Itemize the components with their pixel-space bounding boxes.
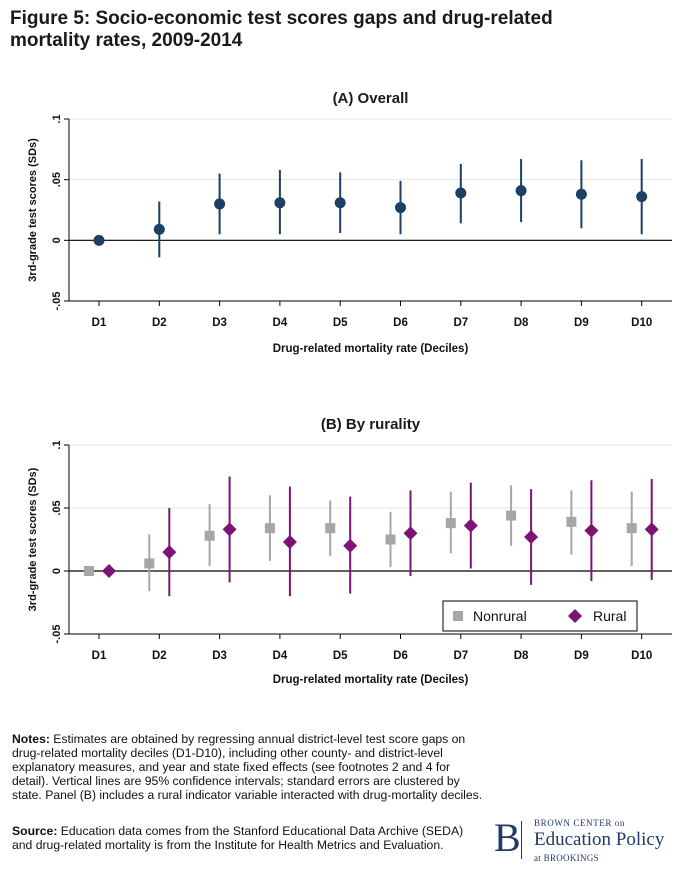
y-axis-label: 3rd-grade test scores (SDs) — [27, 467, 39, 611]
logo-line2: Education Policy — [534, 829, 665, 850]
data-point — [445, 518, 456, 529]
data-point — [506, 510, 517, 521]
x-tick-label: D5 — [333, 317, 348, 329]
data-point — [84, 566, 94, 576]
legend-box — [442, 600, 638, 632]
x-tick-label: D8 — [514, 650, 529, 662]
data-point — [325, 523, 336, 534]
y-tick-label: 0 — [51, 237, 63, 243]
x-tick-label: D10 — [631, 650, 652, 662]
source-label: Source: — [12, 824, 58, 838]
x-tick-label: D1 — [92, 650, 107, 662]
data-point — [575, 188, 587, 200]
data-point — [395, 202, 406, 214]
x-tick-label: D1 — [92, 317, 107, 329]
data-point — [644, 522, 659, 537]
brookings-logo: B BROWN CENTER on Education Policy at BR… — [494, 816, 684, 868]
data-point — [403, 526, 418, 541]
panel-title: (B) By rurality — [321, 416, 421, 433]
source: Source: Education data comes from the St… — [12, 824, 482, 852]
panel-title: (A) Overall — [333, 90, 409, 107]
data-point — [214, 198, 226, 210]
notes: Notes: Estimates are obtained by regress… — [12, 732, 487, 802]
legend-marker-rural — [568, 609, 582, 623]
logo-divider — [521, 821, 522, 859]
data-point — [584, 523, 599, 538]
data-point — [636, 191, 648, 203]
x-tick-label: D10 — [631, 317, 652, 329]
x-tick-label: D2 — [152, 650, 167, 662]
data-point — [264, 523, 275, 534]
source-text: Education data comes from the Stanford E… — [12, 824, 464, 852]
data-point — [515, 185, 527, 197]
legend-label-rural: Rural — [593, 608, 626, 624]
x-tick-label: D8 — [514, 317, 529, 329]
y-tick-label: .1 — [51, 114, 63, 123]
figure-title: Figure 5: Socio-economic test scores gap… — [10, 8, 553, 51]
x-tick-label: D3 — [212, 650, 227, 662]
x-tick-label: D6 — [393, 650, 408, 662]
x-tick-label: D4 — [273, 317, 288, 329]
data-point — [455, 187, 467, 199]
x-tick-label: D6 — [393, 317, 408, 329]
y-axis-label: 3rd-grade test scores (SDs) — [27, 138, 39, 282]
data-point — [144, 558, 155, 569]
x-tick-label: D3 — [212, 317, 227, 329]
logo-line1: BROWN CENTER on — [534, 818, 625, 828]
y-tick-label: 0 — [51, 568, 63, 574]
y-tick-label: .1 — [51, 440, 63, 449]
data-point — [102, 564, 116, 578]
x-tick-label: D5 — [333, 650, 348, 662]
notes-text: Estimates are obtained by regressing ann… — [12, 732, 483, 802]
data-point — [222, 522, 237, 537]
notes-label: Notes: — [12, 732, 50, 746]
x-tick-label: D2 — [152, 317, 167, 329]
y-tick-label: .05 — [51, 500, 63, 515]
data-point — [162, 545, 177, 560]
x-axis-label: Drug-related mortality rate (Deciles) — [273, 674, 469, 686]
data-point — [626, 523, 637, 534]
y-tick-label: .05 — [51, 172, 63, 187]
data-point — [524, 529, 539, 544]
data-point — [566, 516, 577, 527]
x-tick-label: D7 — [453, 317, 468, 329]
data-point — [343, 538, 358, 553]
x-axis-label: Drug-related mortality rate (Deciles) — [273, 343, 469, 355]
x-tick-label: D9 — [574, 650, 589, 662]
data-point — [385, 534, 396, 545]
logo-line3: at BROOKINGS — [534, 853, 599, 863]
x-tick-label: D9 — [574, 317, 589, 329]
y-tick-label: -.05 — [51, 625, 63, 644]
data-point — [153, 223, 165, 235]
data-point — [282, 535, 297, 550]
y-tick-label: -.05 — [51, 292, 63, 311]
logo-letter: B — [494, 815, 521, 860]
data-point — [93, 234, 105, 246]
data-point — [463, 518, 478, 533]
x-tick-label: D4 — [273, 650, 288, 662]
data-point — [274, 197, 286, 209]
legend-label-nonrural: Nonrural — [473, 608, 527, 624]
charts-area: (A) Overall -.05 0 .05 .1 D1 D2 D3 D4 D5 D6 D7 D8 D9 D… — [27, 90, 672, 686]
data-point — [204, 530, 215, 541]
x-tick-label: D7 — [453, 650, 468, 662]
data-point — [334, 197, 346, 209]
legend-marker-nonrural — [453, 611, 463, 621]
